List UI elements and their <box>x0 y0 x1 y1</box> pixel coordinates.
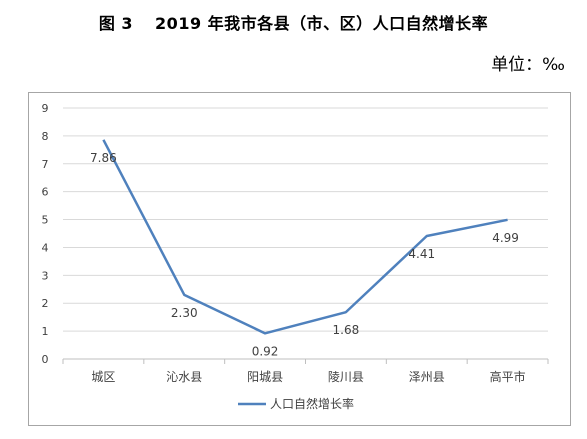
x-tick-label: 泽州县 <box>409 370 445 384</box>
unit-label: 单位：‰ <box>491 55 565 75</box>
y-tick-label: 0 <box>42 353 49 366</box>
x-tick-label: 城区 <box>91 370 115 384</box>
y-tick-label: 2 <box>42 297 49 310</box>
y-tick-label: 7 <box>42 158 49 171</box>
chart-title: 图 3 2019 年我市各县（市、区）人口自然增长率 <box>0 10 587 34</box>
data-label: 4.41 <box>408 247 435 261</box>
data-label: 0.92 <box>252 344 279 358</box>
x-tick-label: 沁水县 <box>166 370 202 384</box>
y-tick-label: 4 <box>42 241 49 254</box>
y-tick-label: 8 <box>42 130 49 143</box>
legend-label: 人口自然增长率 <box>270 396 354 411</box>
data-label: 4.99 <box>492 231 519 245</box>
data-label: 7.86 <box>90 151 117 165</box>
series-line <box>102 139 508 335</box>
y-tick-label: 1 <box>42 325 49 338</box>
y-tick-label: 5 <box>42 214 49 227</box>
title-text: 2019 年我市各县（市、区）人口自然增长率 <box>155 14 489 33</box>
y-tick-label: 9 <box>42 102 49 115</box>
x-tick-label: 陵川县 <box>328 370 364 384</box>
figure-label: 图 3 <box>98 14 134 33</box>
chart-frame <box>28 92 571 426</box>
data-label: 2.30 <box>171 306 198 320</box>
y-tick-label: 3 <box>42 269 49 282</box>
x-tick-label: 高平市 <box>490 369 526 384</box>
x-tick-label: 阳城县 <box>247 370 283 384</box>
data-label: 1.68 <box>333 323 360 337</box>
y-tick-label: 6 <box>42 186 49 199</box>
